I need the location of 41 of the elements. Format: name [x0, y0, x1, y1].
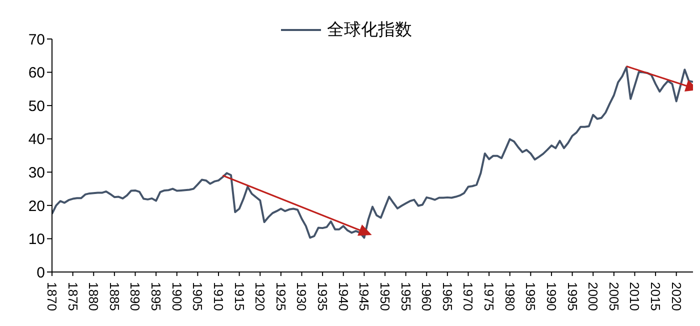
x-tick-label: 1880 [86, 282, 102, 311]
legend-label: 全球化指数 [327, 19, 412, 41]
x-tick-label: 1875 [65, 282, 80, 311]
x-tick-label: 1895 [148, 282, 164, 311]
y-tick-label: 70 [28, 31, 45, 48]
x-tick-label: 1940 [336, 282, 351, 311]
x-tick-label: 1960 [419, 282, 434, 311]
x-tick-label: 1925 [273, 282, 288, 311]
x-tick-label: 1950 [377, 282, 392, 311]
x-tick-label: 1915 [232, 282, 247, 311]
x-tick-label: 1920 [252, 282, 268, 311]
x-tick-label: 1955 [398, 282, 414, 311]
x-tick-label: 1900 [169, 282, 184, 311]
y-tick-label: 30 [28, 164, 45, 182]
x-tick-label: 1930 [294, 282, 310, 311]
x-tick-label: 1935 [315, 282, 330, 311]
line-series [52, 66, 693, 239]
x-tick-label: 1945 [356, 282, 372, 311]
x-tick-label: 2020 [668, 282, 684, 311]
x-tick-label: 1870 [44, 282, 60, 311]
x-tick-label: 1885 [106, 282, 122, 311]
x-tick-label: 1985 [523, 282, 538, 311]
x-tick-label: 2010 [627, 282, 642, 311]
y-tick-label: 60 [28, 64, 45, 82]
x-tick-label: 1975 [482, 282, 497, 311]
x-tick-label: 1910 [210, 282, 226, 311]
x-tick-label: 1995 [564, 282, 580, 311]
x-tick-label: 1980 [502, 282, 518, 311]
x-tick-label: 1970 [460, 282, 476, 311]
x-tick-label: 2005 [606, 282, 622, 311]
y-tick-label: 0 [36, 264, 45, 282]
x-tick-label: 1990 [544, 282, 559, 311]
y-tick-label: 50 [28, 98, 45, 115]
x-tick-label: 1965 [440, 282, 455, 311]
x-tick-label: 2015 [648, 282, 664, 311]
x-tick-label: 1890 [128, 282, 143, 311]
x-tick-label: 2000 [586, 282, 601, 311]
y-tick-label: 20 [28, 198, 45, 215]
y-tick-label: 10 [28, 231, 45, 248]
x-tick-label: 1905 [190, 282, 206, 311]
y-tick-label: 40 [28, 131, 45, 148]
